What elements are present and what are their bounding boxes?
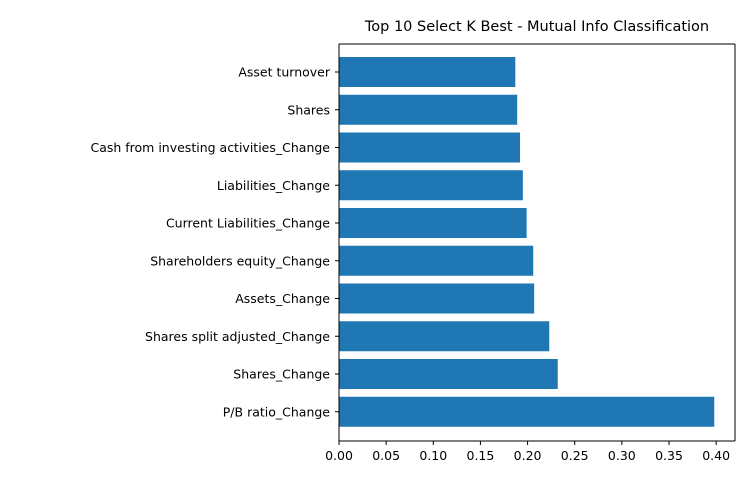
x-axis-ticks: 0.00 0.05 0.10 0.15 0.20 0.25 0.30 0.35 0.40 [325,441,730,463]
y-tick-label: Shares split adjusted_Change [145,329,330,344]
x-tick-label: 0.05 [372,448,400,463]
y-tick-label: Shareholders equity_Change [150,253,330,268]
y-tick-label: Liabilities_Change [217,178,330,193]
x-tick-label: 0.10 [419,448,447,463]
x-tick-label: 0.35 [655,448,683,463]
bar [339,132,521,163]
y-tick-label: Assets_Change [235,291,330,306]
x-tick-label: 0.20 [514,448,542,463]
bar [339,283,535,314]
chart-title: Top 10 Select K Best - Mutual Info Class… [364,19,709,35]
bar [339,359,558,389]
y-tick-label: Shares [287,102,330,117]
y-tick-label: Shares_Change [233,367,330,382]
bar [339,321,550,352]
bar [339,94,518,125]
bar [339,396,715,427]
y-tick-label: Asset turnover [238,65,331,80]
y-tick-label: P/B ratio_Change [223,404,331,419]
bar [339,57,516,87]
x-tick-label: 0.15 [467,448,495,463]
y-tick-label: Current Liabilities_Change [166,216,330,231]
y-tick-label: Cash from investing activities_Change [90,140,330,155]
x-tick-label: 0.30 [608,448,636,463]
y-axis-ticks: Asset turnover Shares Cash from investing … [90,65,339,419]
x-tick-label: 0.40 [702,448,730,463]
bar [339,245,534,276]
x-tick-label: 0.25 [561,448,589,463]
x-tick-label: 0.00 [325,448,353,463]
bars-layer [339,57,715,427]
bar [339,208,527,238]
bar [339,170,523,201]
